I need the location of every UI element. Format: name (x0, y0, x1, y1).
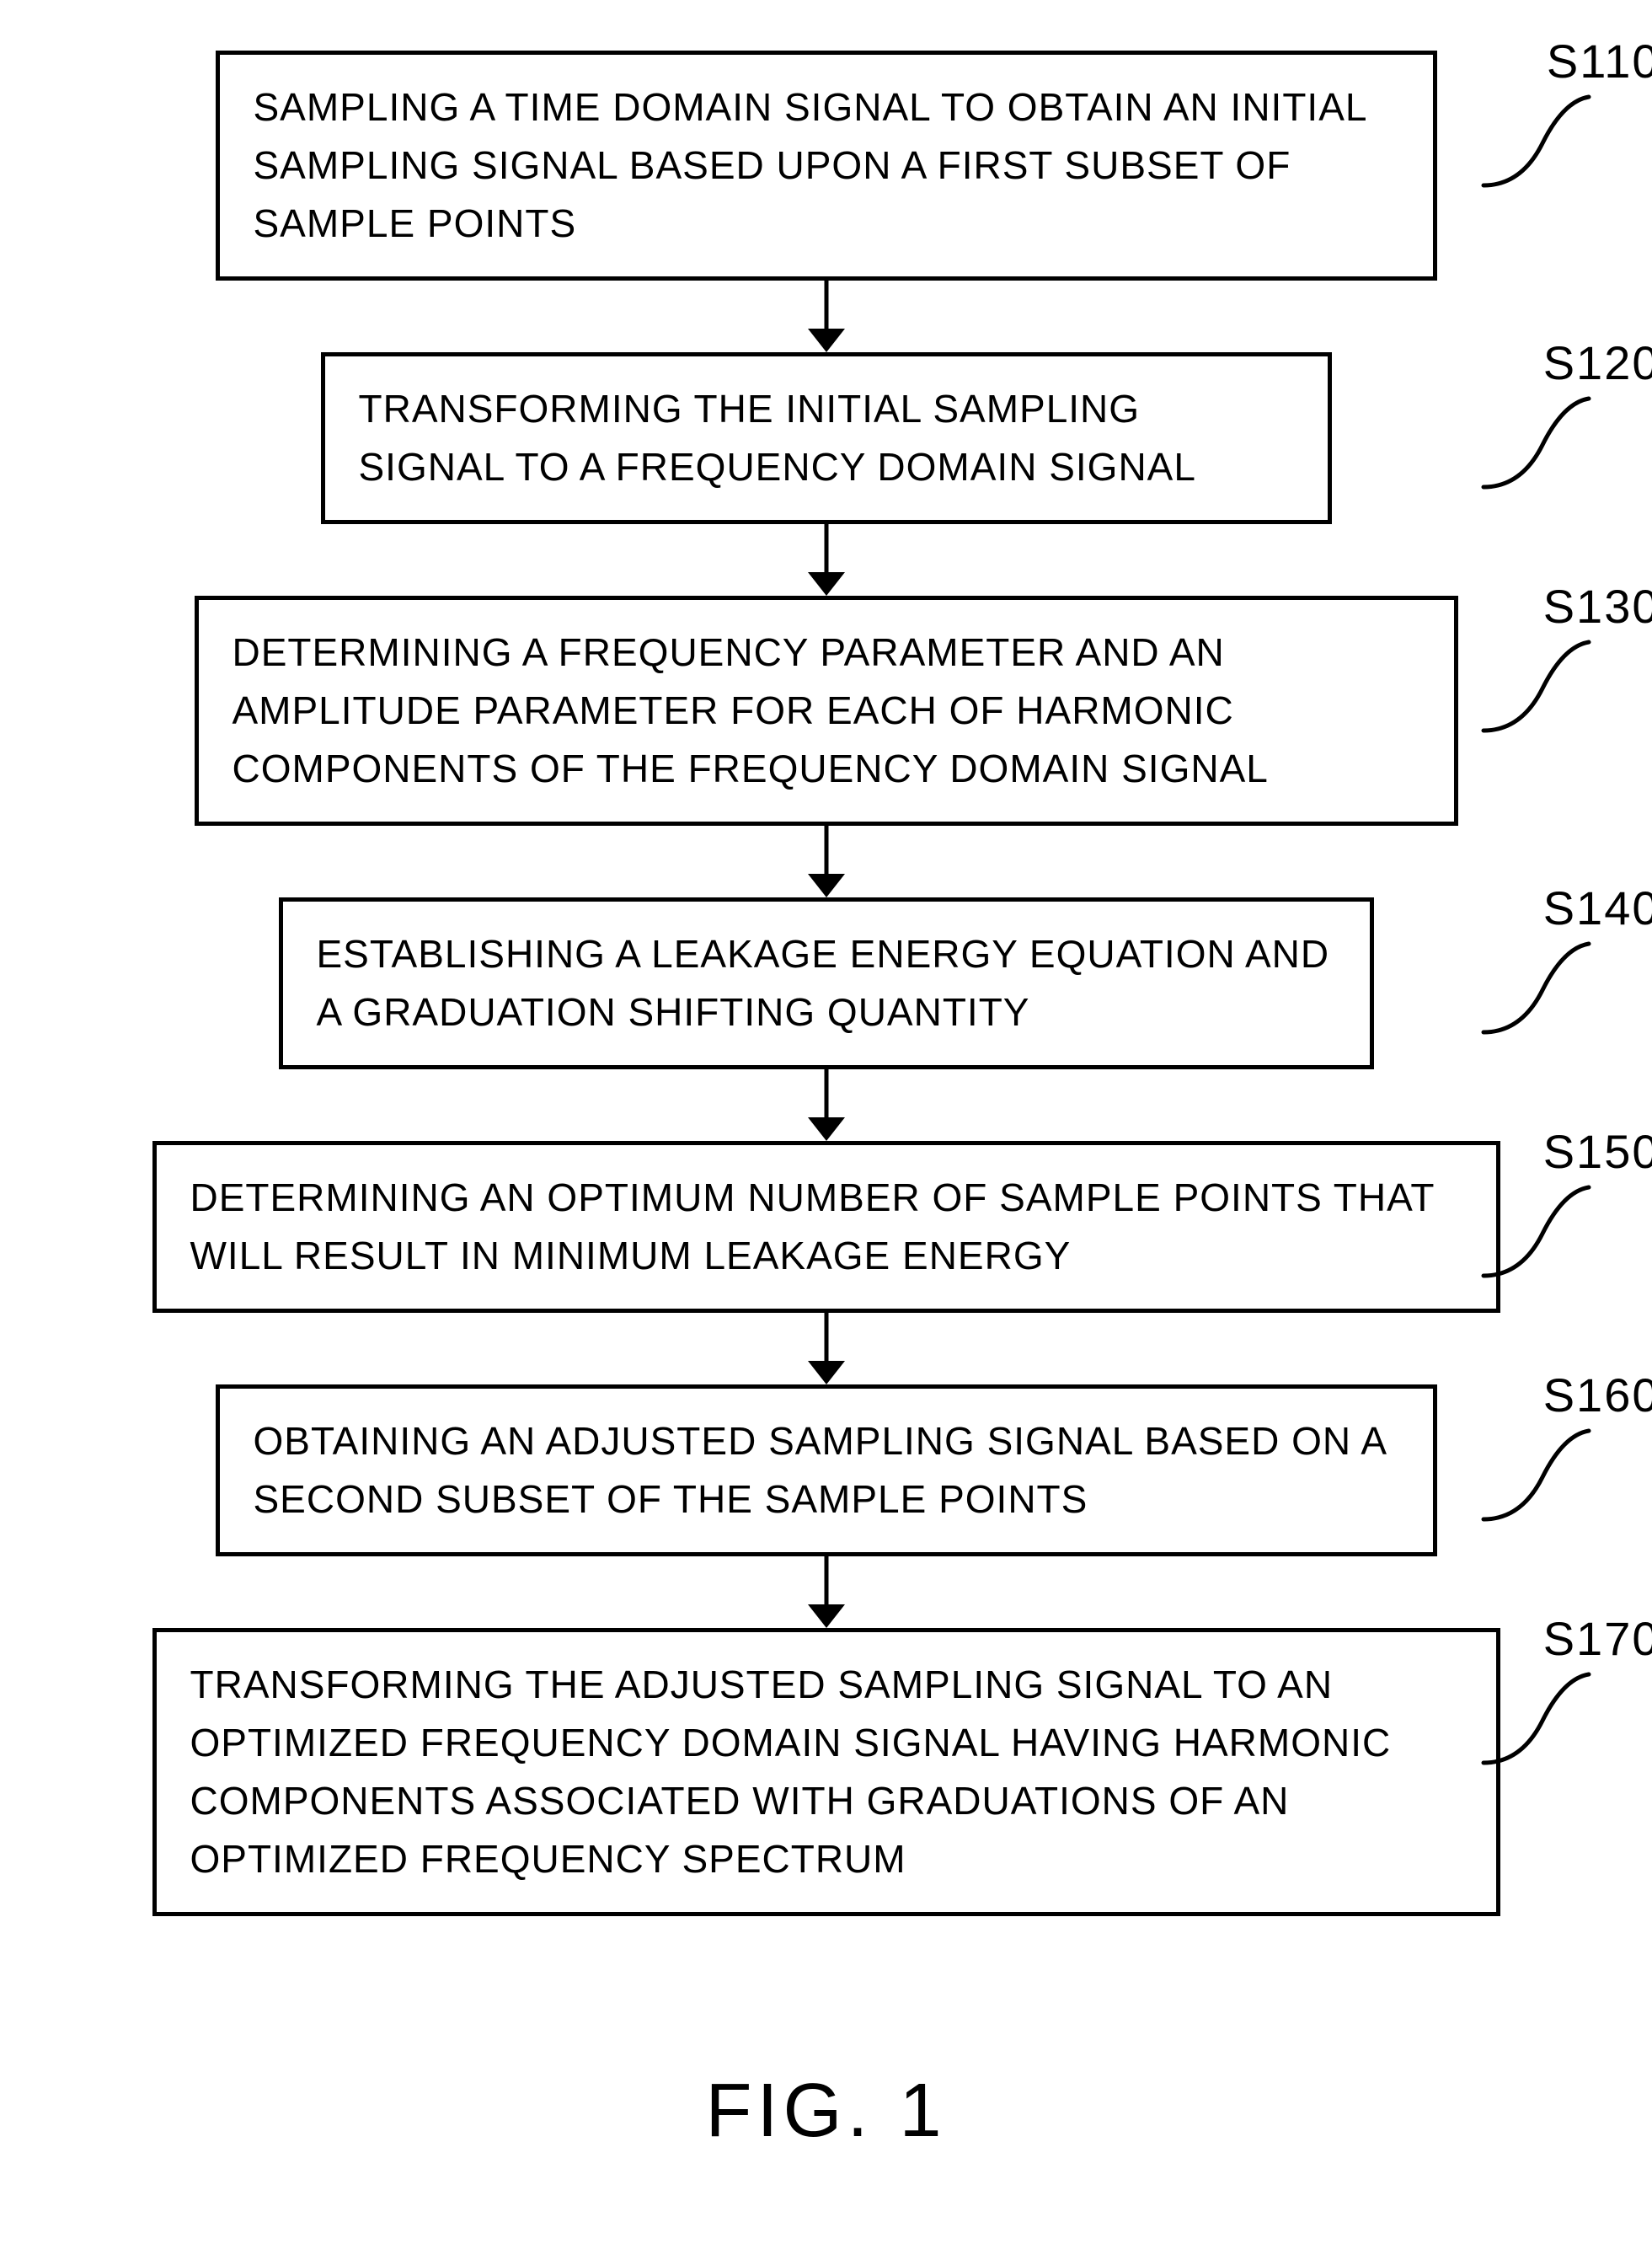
flowchart-box: ESTABLISHING A LEAKAGE ENERGY EQUATION A… (279, 897, 1374, 1069)
step-label: S160 (1543, 1368, 1652, 1422)
figure-caption: FIG. 1 (705, 2068, 946, 2155)
flowchart-box: TRANSFORMING THE ADJUSTED SAMPLING SIGNA… (152, 1628, 1500, 1916)
flowchart-step: TRANSFORMING THE INITIAL SAMPLING SIGNAL… (0, 352, 1652, 524)
label-container: S130 (1500, 596, 1652, 604)
label-container: S150 (1500, 1141, 1652, 1149)
label-container: S120 (1500, 352, 1652, 361)
label-container: S170 (1500, 1628, 1652, 1636)
label-container: S140 (1500, 897, 1652, 906)
box-container: DETERMINING A FREQUENCY PARAMETER AND AN… (152, 596, 1500, 826)
step-label: S140 (1543, 881, 1652, 935)
flowchart-step: ESTABLISHING A LEAKAGE ENERGY EQUATION A… (0, 897, 1652, 1069)
connector-curve-icon (1475, 1670, 1593, 1775)
step-label: S120 (1543, 335, 1652, 390)
connector-curve-icon (1475, 93, 1593, 198)
arrow-down-icon (0, 826, 1652, 897)
box-container: TRANSFORMING THE INITIAL SAMPLING SIGNAL… (152, 352, 1500, 524)
step-label: S110 (1547, 34, 1652, 88)
left-spacer (0, 352, 152, 361)
flowchart-box: TRANSFORMING THE INITIAL SAMPLING SIGNAL… (321, 352, 1332, 524)
connector-curve-icon (1475, 394, 1593, 500)
label-container: S160 (1500, 1384, 1652, 1393)
flowchart-step: SAMPLING A TIME DOMAIN SIGNAL TO OBTAIN … (0, 51, 1652, 281)
box-container: SAMPLING A TIME DOMAIN SIGNAL TO OBTAIN … (152, 51, 1500, 281)
flowchart-step: OBTAINING AN ADJUSTED SAMPLING SIGNAL BA… (0, 1384, 1652, 1556)
left-spacer (0, 897, 152, 906)
flowchart-box: OBTAINING AN ADJUSTED SAMPLING SIGNAL BA… (216, 1384, 1437, 1556)
flowchart-box: DETERMINING A FREQUENCY PARAMETER AND AN… (195, 596, 1458, 826)
box-container: ESTABLISHING A LEAKAGE ENERGY EQUATION A… (152, 897, 1500, 1069)
connector-curve-icon (1475, 638, 1593, 743)
arrow-down-icon (0, 1313, 1652, 1384)
box-container: TRANSFORMING THE ADJUSTED SAMPLING SIGNA… (152, 1628, 1500, 1916)
flowchart-step: TRANSFORMING THE ADJUSTED SAMPLING SIGNA… (0, 1628, 1652, 1916)
connector-curve-icon (1475, 940, 1593, 1045)
step-label: S170 (1543, 1611, 1652, 1666)
flowchart-box: DETERMINING AN OPTIMUM NUMBER OF SAMPLE … (152, 1141, 1500, 1313)
left-spacer (0, 596, 152, 604)
left-spacer (0, 1384, 152, 1393)
flowchart-step: DETERMINING A FREQUENCY PARAMETER AND AN… (0, 596, 1652, 826)
box-container: OBTAINING AN ADJUSTED SAMPLING SIGNAL BA… (152, 1384, 1500, 1556)
left-spacer (0, 1628, 152, 1636)
arrow-down-icon (0, 1069, 1652, 1141)
flowchart-box: SAMPLING A TIME DOMAIN SIGNAL TO OBTAIN … (216, 51, 1437, 281)
arrow-down-icon (0, 524, 1652, 596)
step-label: S130 (1543, 579, 1652, 634)
connector-curve-icon (1475, 1183, 1593, 1288)
connector-curve-icon (1475, 1427, 1593, 1532)
flowchart-diagram: SAMPLING A TIME DOMAIN SIGNAL TO OBTAIN … (34, 51, 1618, 2155)
box-container: DETERMINING AN OPTIMUM NUMBER OF SAMPLE … (152, 1141, 1500, 1313)
step-label: S150 (1543, 1124, 1652, 1179)
arrow-down-icon (0, 1556, 1652, 1628)
flowchart-step: DETERMINING AN OPTIMUM NUMBER OF SAMPLE … (0, 1141, 1652, 1313)
left-spacer (0, 51, 152, 59)
label-container: S110 (1500, 51, 1652, 59)
left-spacer (0, 1141, 152, 1149)
steps-container: SAMPLING A TIME DOMAIN SIGNAL TO OBTAIN … (0, 51, 1652, 1916)
arrow-down-icon (0, 281, 1652, 352)
